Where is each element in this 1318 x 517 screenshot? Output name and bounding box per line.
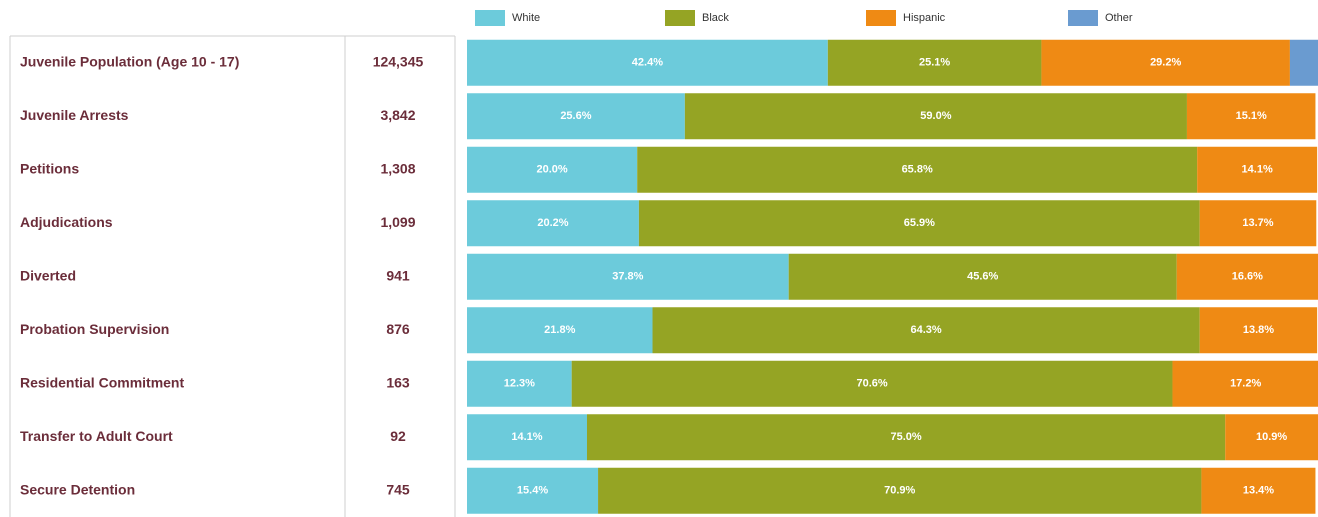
row-label: Residential Commitment	[20, 374, 184, 390]
bar-segment	[1041, 39, 1290, 86]
bar-segment	[1172, 360, 1318, 407]
value-label: 42.4%	[632, 57, 663, 69]
bar-segment	[1201, 467, 1316, 514]
value-label: 17.2%	[1230, 378, 1261, 390]
legend-label: Black	[702, 12, 729, 24]
bar-segment	[467, 414, 587, 461]
count: 163	[386, 374, 410, 390]
bar-segment	[1199, 200, 1317, 247]
value-label: 16.6%	[1232, 271, 1263, 283]
bar-segment	[467, 39, 828, 86]
count: 92	[390, 428, 406, 444]
bar-segment	[586, 414, 1226, 461]
bar-segment	[467, 200, 639, 247]
value-label: 70.6%	[856, 378, 887, 390]
value-label: 13.8%	[1243, 324, 1274, 336]
value-label: 20.2%	[537, 217, 568, 229]
value-label: 21.8%	[544, 324, 575, 336]
bar-segment	[467, 253, 789, 300]
bar-segment	[467, 360, 572, 407]
value-label: 64.3%	[911, 324, 942, 336]
bar-segment	[1199, 307, 1318, 354]
bar-segment	[1289, 39, 1318, 86]
row-label: Juvenile Arrests	[20, 107, 129, 123]
bar-segment	[788, 253, 1177, 300]
row-label: Juvenile Population (Age 10 - 17)	[20, 53, 239, 69]
value-label: 65.9%	[904, 217, 935, 229]
row-label: Adjudications	[20, 214, 113, 230]
value-label: 20.0%	[536, 164, 567, 176]
bar-segment	[638, 200, 1200, 247]
bar-segment	[684, 93, 1187, 140]
value-label: 45.6%	[967, 271, 998, 283]
count: 745	[386, 481, 410, 497]
value-label: 29.2%	[1150, 57, 1181, 69]
bar-segment	[637, 146, 1198, 193]
bar-segment	[598, 467, 1202, 514]
value-label: 75.0%	[891, 431, 922, 443]
bar-segment	[467, 467, 599, 514]
bar-segment	[1197, 146, 1318, 193]
legend-label: White	[512, 12, 540, 24]
legend-swatch	[1068, 10, 1098, 26]
legend-swatch	[665, 10, 695, 26]
bar-segment	[652, 307, 1200, 354]
bar-segment	[1176, 253, 1318, 300]
bar-segment	[571, 360, 1173, 407]
value-label: 65.8%	[902, 164, 933, 176]
count: 876	[386, 321, 410, 337]
count: 3,842	[380, 107, 415, 123]
row-label: Transfer to Adult Court	[20, 428, 173, 444]
value-label: 37.8%	[612, 271, 643, 283]
legend-swatch	[866, 10, 896, 26]
value-label: 59.0%	[920, 110, 951, 122]
bar-segment	[467, 146, 638, 193]
count: 1,099	[380, 214, 415, 230]
row-label: Secure Detention	[20, 481, 135, 497]
value-label: 70.9%	[884, 485, 915, 497]
bar-segment	[1225, 414, 1318, 461]
legend-label: Other	[1105, 12, 1133, 24]
row-label: Diverted	[20, 267, 76, 283]
count: 124,345	[373, 53, 424, 69]
value-label: 25.6%	[560, 110, 591, 122]
bar-segment	[467, 307, 653, 354]
value-label: 10.9%	[1256, 431, 1287, 443]
table-frame	[9, 35, 456, 517]
value-label: 15.4%	[517, 485, 548, 497]
value-label: 13.4%	[1243, 485, 1274, 497]
value-label: 14.1%	[511, 431, 542, 443]
count: 941	[386, 267, 410, 283]
value-label: 25.1%	[919, 57, 950, 69]
bar-segment	[827, 39, 1042, 86]
row-label: Petitions	[20, 160, 79, 176]
value-label: 12.3%	[504, 378, 535, 390]
value-label: 15.1%	[1236, 110, 1267, 122]
bar-segment	[1186, 93, 1316, 140]
legend-swatch	[475, 10, 505, 26]
count: 1,308	[380, 160, 415, 176]
value-label: 13.7%	[1242, 217, 1273, 229]
row-label: Probation Supervision	[20, 321, 169, 337]
legend-label: Hispanic	[903, 12, 946, 24]
bar-segment	[467, 93, 685, 140]
value-label: 14.1%	[1242, 164, 1273, 176]
